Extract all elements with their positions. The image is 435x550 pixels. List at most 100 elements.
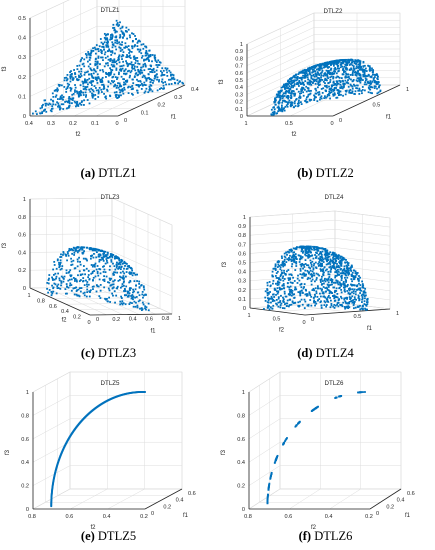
- data-point: [332, 90, 335, 92]
- data-point: [113, 271, 115, 274]
- data-point: [364, 391, 366, 393]
- data-point: [330, 302, 333, 305]
- data-point: [345, 296, 348, 299]
- data-point: [325, 258, 328, 261]
- data-point: [351, 291, 353, 294]
- data-point: [63, 79, 66, 82]
- data-point: [90, 80, 93, 83]
- data-point: [357, 77, 360, 80]
- data-point: [367, 82, 370, 84]
- data-point: [112, 280, 115, 283]
- data-point: [305, 293, 308, 295]
- data-point: [289, 277, 292, 280]
- data-point: [161, 78, 164, 81]
- data-point: [308, 93, 311, 96]
- data-point: [289, 281, 292, 284]
- data-point: [294, 253, 297, 255]
- data-point: [96, 62, 99, 65]
- data-point: [82, 91, 85, 94]
- data-point: [360, 68, 363, 71]
- data-point: [313, 299, 316, 302]
- data-point: [106, 62, 109, 64]
- data-point: [327, 281, 330, 284]
- data-point: [344, 272, 347, 275]
- data-point: [291, 292, 294, 294]
- data-point: [337, 270, 340, 273]
- data-point: [94, 64, 97, 66]
- data-point: [348, 267, 351, 270]
- data-point: [318, 73, 320, 76]
- data-point: [312, 268, 315, 271]
- data-point: [124, 68, 127, 71]
- data-point: [163, 87, 165, 90]
- data-point: [114, 61, 117, 64]
- data-point: [308, 271, 311, 274]
- data-point: [270, 108, 273, 111]
- data-point: [91, 92, 93, 95]
- data-point: [324, 248, 327, 250]
- data-point: [153, 54, 156, 57]
- data-point: [157, 64, 160, 66]
- data-point: [297, 90, 300, 93]
- data-point: [314, 287, 317, 290]
- data-point: [266, 502, 269, 505]
- data-point: [89, 54, 92, 57]
- data-point: [326, 279, 329, 282]
- data-point: [94, 52, 97, 55]
- data-point: [103, 280, 106, 282]
- data-point: [290, 84, 293, 87]
- data-point: [62, 252, 65, 254]
- data-point: [354, 272, 357, 275]
- data-point: [324, 269, 327, 272]
- back-wall-right: [279, 371, 402, 490]
- data-point: [286, 302, 289, 305]
- data-point: [353, 269, 356, 272]
- data-point: [363, 291, 365, 294]
- data-point: [350, 68, 353, 71]
- data-point: [51, 92, 54, 95]
- data-point: [364, 291, 367, 294]
- data-point: [82, 279, 85, 282]
- data-point: [176, 79, 179, 82]
- data-point: [114, 84, 117, 87]
- data-point: [373, 73, 376, 76]
- data-point: [371, 80, 374, 83]
- caption-b: (b) DTLZ2: [297, 166, 354, 180]
- data-point: [80, 70, 83, 73]
- data-point: [126, 292, 129, 294]
- data-point: [324, 255, 327, 258]
- grid-line: [111, 286, 173, 315]
- data-point: [331, 261, 334, 264]
- data-point: [123, 262, 125, 264]
- data-point: [309, 251, 312, 254]
- data-point: [310, 295, 313, 298]
- data-point: [173, 81, 176, 84]
- data-point: [266, 497, 269, 500]
- data-point: [268, 482, 271, 485]
- grid-line: [111, 197, 173, 226]
- data-point: [327, 93, 330, 95]
- data-point: [280, 294, 282, 297]
- data-point: [125, 56, 128, 59]
- data-point: [83, 99, 85, 102]
- data-point: [277, 297, 280, 300]
- f3-tick-label: 0.5: [235, 78, 243, 84]
- grid-line: [62, 287, 123, 315]
- data-point: [329, 306, 332, 309]
- data-point: [72, 287, 75, 290]
- data-point: [114, 256, 117, 259]
- data-point: [71, 78, 74, 81]
- data-point: [110, 255, 112, 257]
- f3-tick-label: 0.9: [238, 224, 246, 230]
- data-point: [279, 301, 281, 304]
- data-point: [105, 45, 108, 48]
- data-point: [91, 76, 94, 79]
- data-point: [327, 69, 330, 72]
- data-point: [107, 85, 110, 88]
- data-point: [39, 107, 42, 110]
- data-point: [294, 261, 297, 264]
- data-point: [154, 56, 157, 59]
- data-point: [321, 91, 324, 94]
- data-point: [340, 260, 343, 262]
- data-point: [287, 250, 289, 253]
